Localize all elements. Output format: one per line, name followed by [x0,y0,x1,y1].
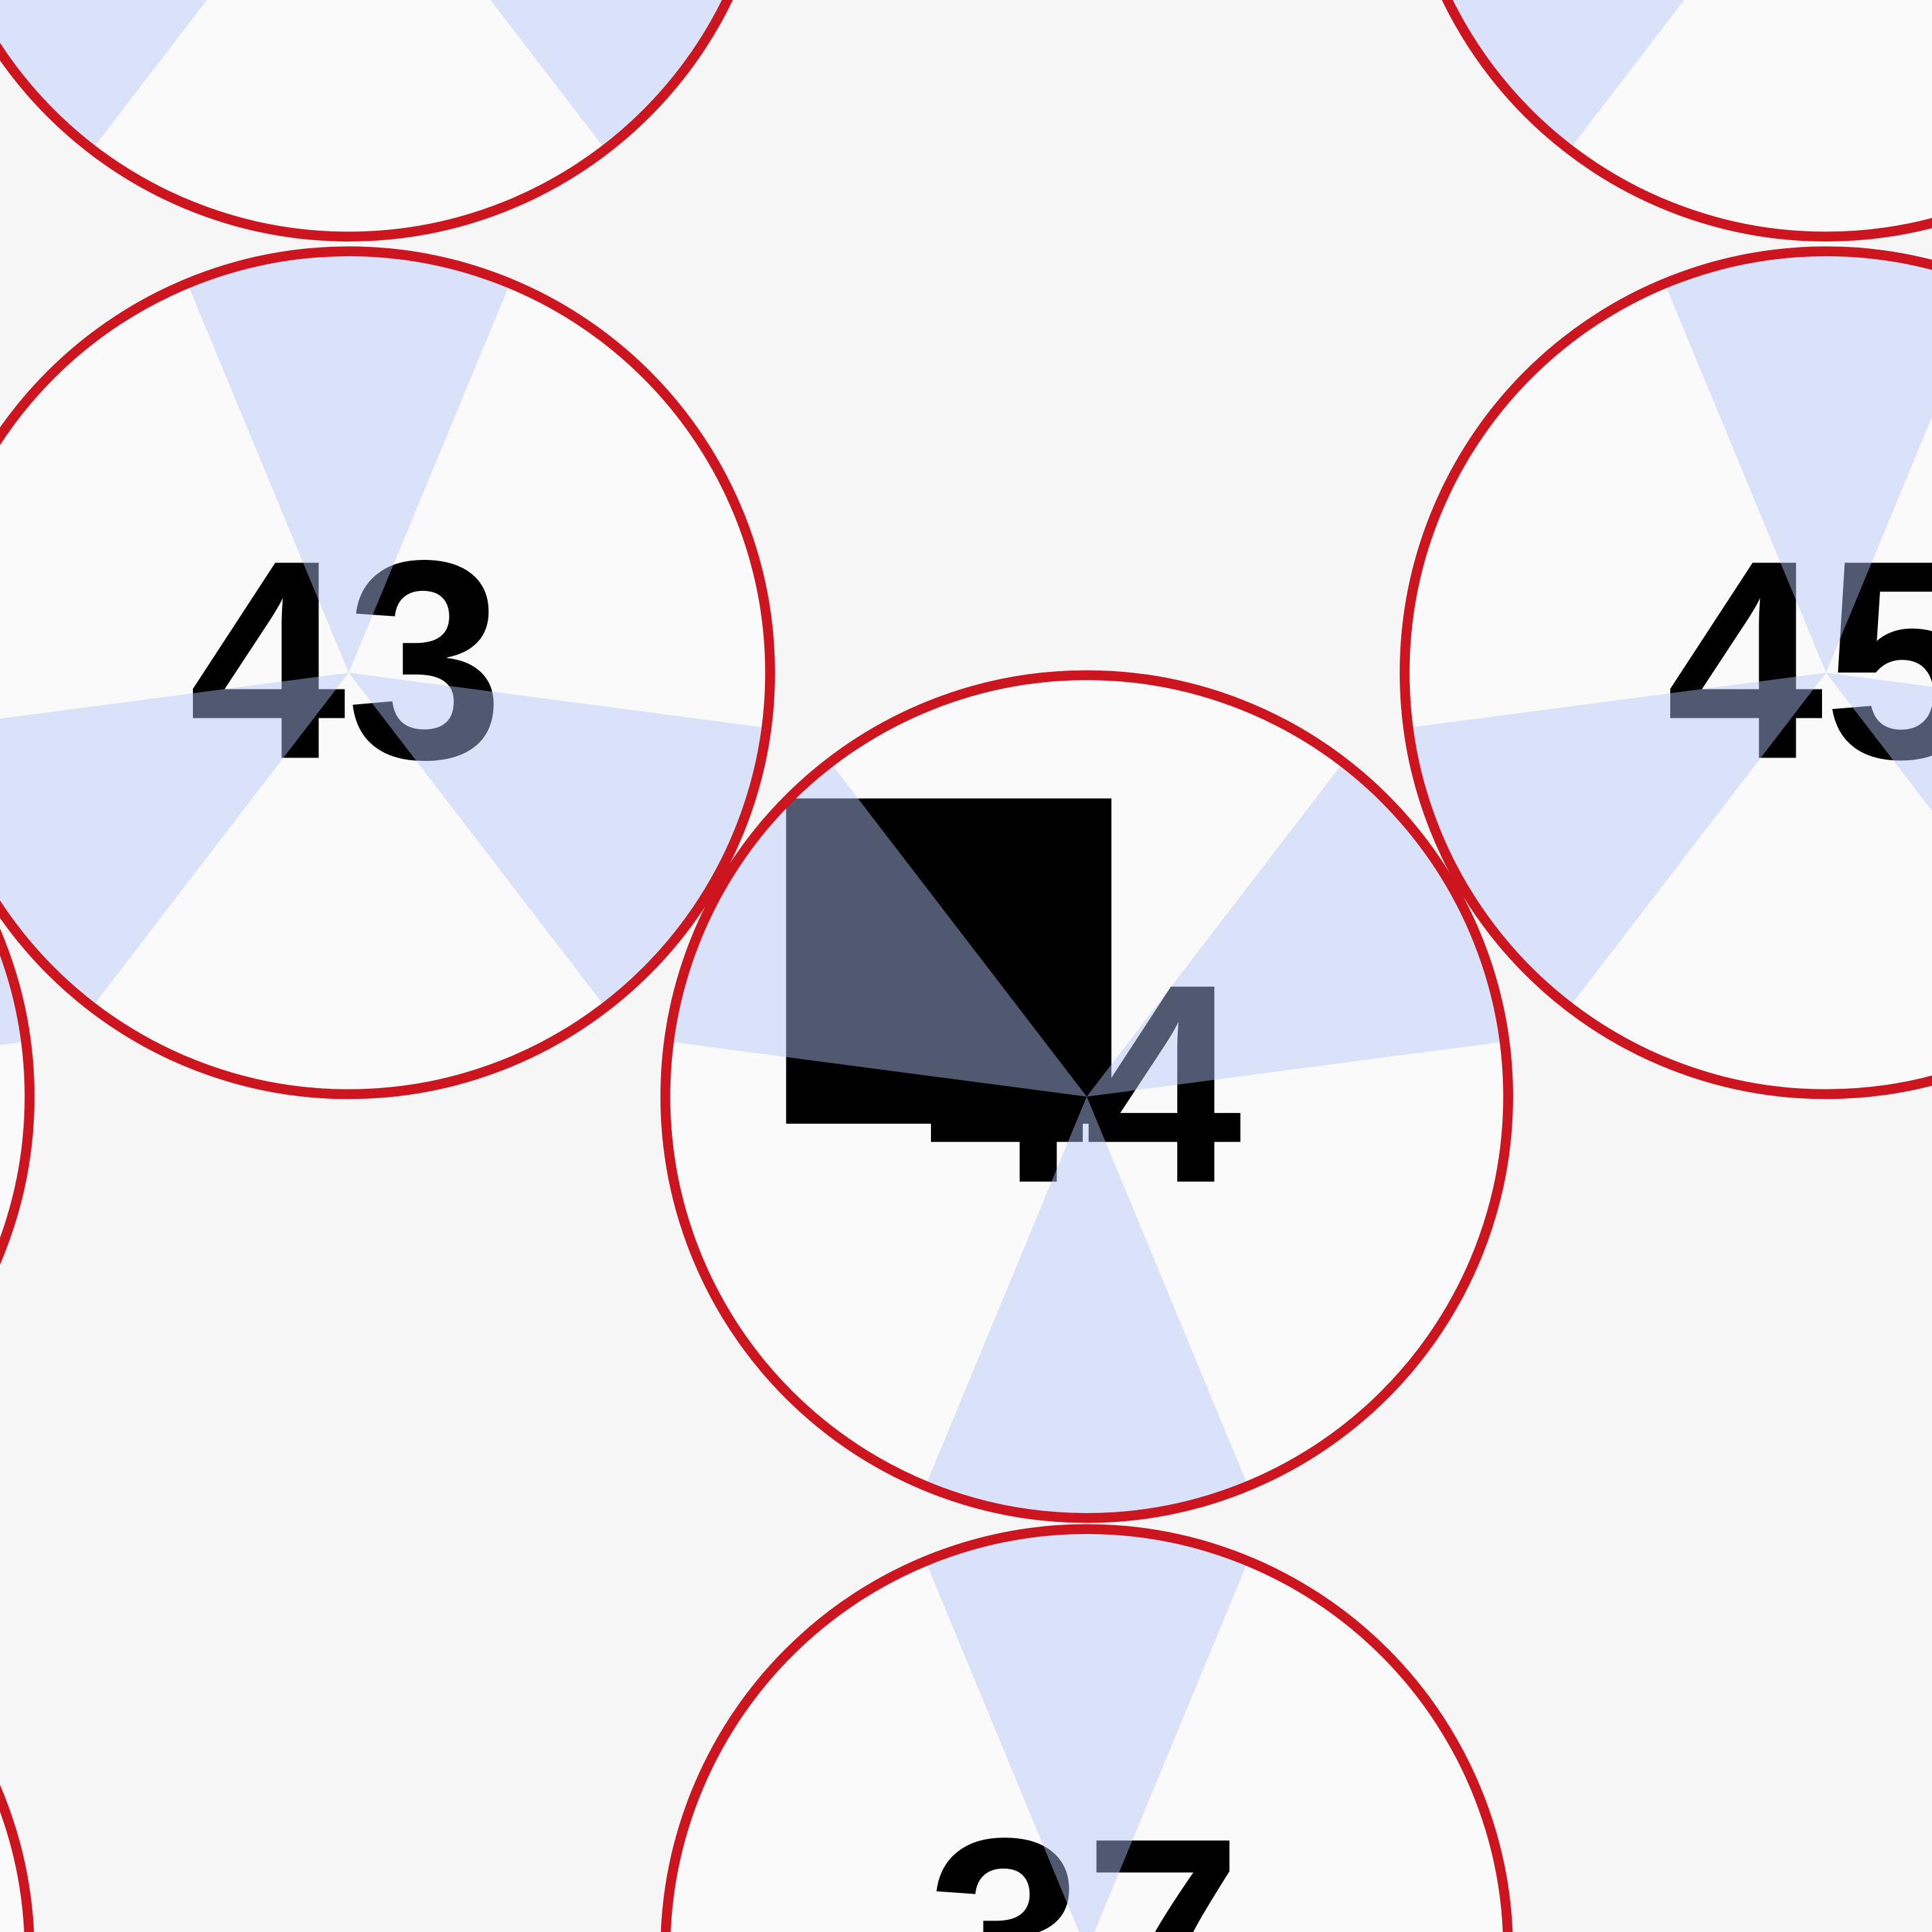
wedge [1590,251,1932,673]
wedges [1404,0,1932,237]
wedge [851,1096,1323,1518]
cell-outline [0,0,733,242]
wedges [665,675,1508,1518]
wedges [0,251,770,1094]
wedge [0,673,349,1094]
cell-number: 45 [1666,502,1932,818]
cell[interactable]: 44 [476,608,1698,1666]
cell[interactable] [0,608,219,1666]
cell-number: 43 [189,502,504,818]
wedge [1404,0,1826,237]
wedges [0,0,770,237]
wedges [1404,251,1932,1094]
wedge [851,1529,1323,1932]
wedge [1087,675,1508,1097]
cell-face [1447,0,1932,237]
cell-outline [660,1524,1513,1932]
cell-face [666,1529,1508,1932]
cell[interactable]: 43 [0,104,959,1162]
cell[interactable] [0,0,959,304]
cell-outline [1442,0,1932,242]
cell-outline [0,246,775,1100]
wedge [113,251,585,673]
cell-face [0,0,728,237]
marker-square [786,798,1112,1124]
cell-face [1404,251,1932,1094]
wedge [665,675,1087,1097]
cell[interactable] [0,1384,219,1932]
wedge [348,0,770,237]
cell-face [0,251,770,1094]
wedges [851,1529,1323,1932]
cell[interactable] [1215,0,1932,304]
cell[interactable]: 45 [1215,104,1932,1162]
cell-outline [1400,246,1932,1100]
cell-outline [660,670,1513,1523]
wedge [0,0,349,237]
wedge [348,673,770,1094]
cell-number: 37 [927,1780,1242,1932]
cell[interactable]: 37 [476,1382,1698,1932]
cell-outline [0,928,34,1265]
wedge [1404,673,1826,1094]
